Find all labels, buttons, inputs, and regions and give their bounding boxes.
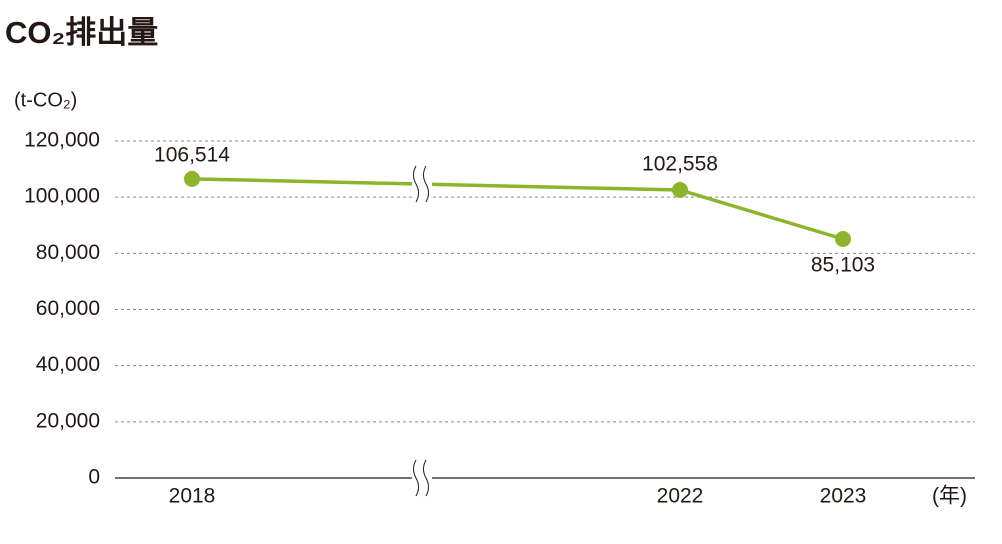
y-tick-label: 20,000 [36,409,100,432]
data-point [672,181,688,198]
x-tick-label: 2022 [657,485,704,508]
x-tick-label: 2018 [169,485,216,508]
chart-title: CO₂排出量 [5,15,158,50]
axis-break [413,165,419,203]
data-point [184,170,200,187]
axis-break [423,165,429,203]
data-line [191,177,844,241]
y-tick-label: 60,000 [36,297,100,320]
y-tick-label: 120,000 [24,129,100,152]
value-label: 102,558 [642,153,718,176]
y-tick-label: 80,000 [36,241,100,264]
data-point [835,231,851,248]
y-tick-label: 100,000 [24,185,100,208]
value-label: 106,514 [154,143,230,166]
y-tick-label: 40,000 [36,353,100,376]
axis-break [423,459,429,497]
y-axis-label: (t-CO₂) [14,89,77,111]
y-tick-label: 0 [88,466,100,489]
x-axis-unit: (年) [932,485,967,508]
axis-break-mask [412,460,432,496]
value-label: 85,103 [811,254,875,277]
axis-break [413,459,419,497]
axis-break-mask [412,166,432,202]
x-tick-label: 2023 [820,485,867,508]
